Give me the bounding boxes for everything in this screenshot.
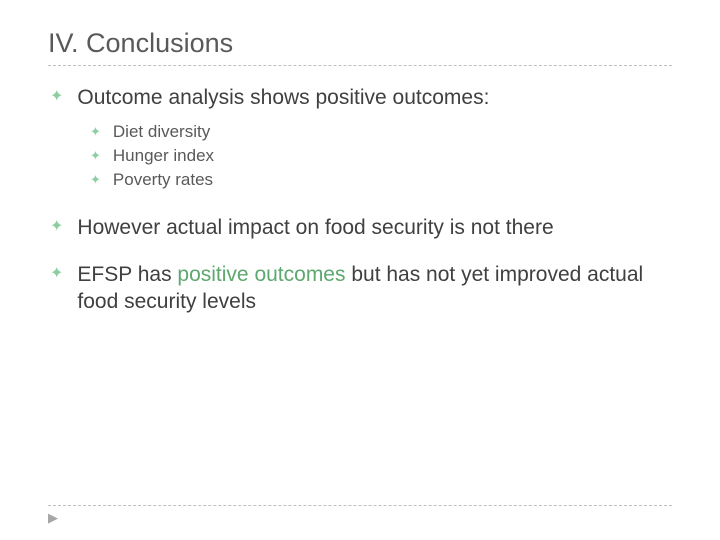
bullet-icon: ✦ xyxy=(50,84,63,110)
text-accent: positive outcomes xyxy=(177,263,345,286)
list-item-text: EFSP has positive outcomes but has not y… xyxy=(77,261,672,316)
bullet-list: ✦ However actual impact on food security… xyxy=(48,214,672,316)
bullet-icon: ✦ xyxy=(50,214,63,240)
list-item-text: Diet diversity xyxy=(113,121,210,143)
footer-divider xyxy=(48,505,672,506)
footer-arrow-icon: ▶ xyxy=(48,510,58,526)
list-item: ✦ EFSP has positive outcomes but has not… xyxy=(50,261,672,316)
bullet-icon: ✦ xyxy=(50,261,63,287)
list-item: ✦ However actual impact on food security… xyxy=(50,214,672,241)
text-pre: EFSP has xyxy=(77,263,177,286)
list-item: ✦ Outcome analysis shows positive outcom… xyxy=(50,84,672,111)
list-item-text: Poverty rates xyxy=(113,169,213,191)
page-title: IV. Conclusions xyxy=(48,28,672,59)
bullet-icon: ✦ xyxy=(90,121,101,143)
list-item-text: Hunger index xyxy=(113,145,214,167)
slide: IV. Conclusions ✦ Outcome analysis shows… xyxy=(0,0,720,540)
list-item-text: However actual impact on food security i… xyxy=(77,214,553,241)
list-item: ✦ Poverty rates xyxy=(90,169,672,191)
bullet-icon: ✦ xyxy=(90,169,101,191)
title-divider xyxy=(48,65,672,66)
list-item: ✦ Diet diversity xyxy=(90,121,672,143)
bullet-icon: ✦ xyxy=(90,145,101,167)
sub-bullet-list: ✦ Diet diversity ✦ Hunger index ✦ Povert… xyxy=(48,121,672,191)
list-item-text: Outcome analysis shows positive outcomes… xyxy=(77,84,489,111)
list-item: ✦ Hunger index xyxy=(90,145,672,167)
bullet-list: ✦ Outcome analysis shows positive outcom… xyxy=(48,84,672,111)
